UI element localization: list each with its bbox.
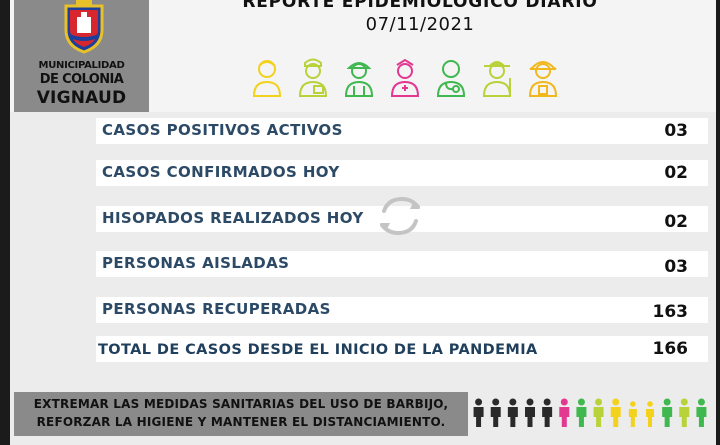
- worker-icon: [252, 60, 282, 97]
- people-row: [473, 398, 707, 427]
- report-date: 07/11/2021: [365, 14, 475, 35]
- logo-line-3: VIGNAUD: [36, 88, 127, 108]
- stat-row-active-cases: CASOS POSITIVOS ACTIVOS 03: [96, 118, 708, 144]
- nurse-icon: [390, 58, 420, 97]
- stat-label: PERSONAS AISLADAS: [102, 254, 290, 272]
- footer-line-1: EXTREMAR LAS MEDIDAS SANITARIAS DEL USO …: [33, 397, 449, 411]
- stat-value: 163: [652, 302, 689, 322]
- stat-value: 03: [664, 121, 688, 141]
- person-icon: [542, 398, 553, 427]
- person-icon: [507, 398, 518, 427]
- stat-value: 02: [664, 212, 688, 232]
- stat-label: PERSONAS RECUPERADAS: [102, 300, 331, 318]
- farmer-icon: [482, 61, 512, 97]
- stat-row-total-cases: TOTAL DE CASOS DESDE EL INICIO DE LA PAN…: [96, 336, 708, 362]
- stat-label: HISOPADOS REALIZADOS HOY: [102, 209, 364, 227]
- stat-label: CASOS CONFIRMADOS HOY: [102, 163, 340, 181]
- person-icon: [646, 401, 654, 427]
- person-icon: [559, 398, 570, 427]
- stat-row-confirmed-today: CASOS CONFIRMADOS HOY 02: [96, 160, 708, 186]
- logo-line-1: MUNICIPALIDAD: [38, 60, 125, 71]
- person-icon: [610, 398, 621, 427]
- firefighter-icon: [528, 61, 558, 97]
- cook-icon: [298, 58, 328, 97]
- logo-line-2: DE COLONIA: [39, 72, 124, 87]
- builder-icon: [344, 62, 374, 97]
- person-icon: [576, 398, 587, 427]
- stat-value: 03: [664, 257, 688, 277]
- stat-row-swabs-today: HISOPADOS REALIZADOS HOY 02: [96, 206, 708, 232]
- workers-strip: [248, 56, 568, 98]
- person-icon: [696, 398, 707, 427]
- stat-value: 02: [664, 163, 688, 183]
- person-icon: [593, 398, 604, 427]
- person-icon: [490, 398, 501, 427]
- loading-spinner-icon: [380, 196, 420, 236]
- report-title: REPORTE EPIDEMIOLÓGICO DIARIO: [242, 0, 598, 12]
- person-icon: [525, 398, 535, 427]
- person-icon: [473, 398, 484, 427]
- doctor-icon: [436, 60, 466, 97]
- person-icon: [628, 401, 637, 427]
- stat-row-isolated: PERSONAS AISLADAS 03: [96, 251, 708, 277]
- stat-label: CASOS POSITIVOS ACTIVOS: [102, 121, 343, 139]
- footer-line-2: REFORZAR LA HIGIENE Y MANTENER EL DISTAN…: [36, 415, 446, 429]
- municipality-logo: MUNICIPALIDAD DE COLONIA VIGNAUD: [14, 0, 149, 112]
- stat-label: TOTAL DE CASOS DESDE EL INICIO DE LA PAN…: [98, 342, 538, 358]
- coat-of-arms-icon: [64, 0, 104, 54]
- person-icon: [679, 398, 690, 427]
- footer-banner: EXTREMAR LAS MEDIDAS SANITARIAS DEL USO …: [14, 392, 468, 436]
- person-icon: [662, 398, 673, 427]
- stat-value: 166: [652, 339, 689, 359]
- stat-row-recovered: PERSONAS RECUPERADAS 163: [96, 297, 708, 323]
